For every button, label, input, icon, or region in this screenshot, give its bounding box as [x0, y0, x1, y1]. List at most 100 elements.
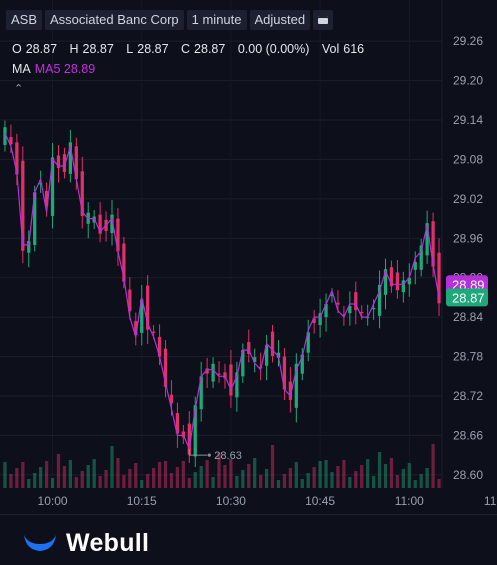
- candle-body: [80, 171, 84, 216]
- time-tick-label: 11:15: [484, 494, 497, 508]
- candle-body: [437, 252, 441, 304]
- price-grid: [0, 0, 443, 488]
- candle-body: [163, 348, 168, 387]
- volume-bar: [86, 465, 90, 488]
- candle-body: [68, 142, 73, 174]
- candle-body: [39, 183, 43, 185]
- candle-body: [431, 221, 435, 267]
- candle-body: [181, 431, 185, 438]
- candle-body: [294, 363, 298, 408]
- volume-bar: [348, 477, 352, 488]
- open-label: O: [12, 42, 22, 56]
- low-annotation-dot: [207, 453, 211, 457]
- symbol-chip[interactable]: ASB: [6, 10, 43, 30]
- price-tick-label: 28.78: [453, 350, 483, 364]
- volume-bar: [134, 463, 138, 488]
- time-tick-label: 10:30: [216, 494, 246, 508]
- candle-body: [389, 267, 394, 287]
- candle-body: [360, 311, 364, 314]
- volume-bar: [288, 468, 293, 488]
- volume-bar: [306, 473, 310, 488]
- price-tick-label: 28.72: [453, 389, 483, 403]
- open-value: 28.87: [25, 42, 58, 56]
- volume-bar: [151, 468, 156, 488]
- chevron-up-icon[interactable]: ⌃: [14, 83, 24, 95]
- candle-body: [288, 381, 293, 400]
- volume-bar: [324, 460, 328, 488]
- volume-bar: [259, 475, 263, 488]
- low-annotation-leader: [188, 449, 208, 456]
- chart-header: ASB Associated Banc Corp 1 minute Adjust…: [6, 10, 334, 30]
- volume-bar: [122, 475, 126, 488]
- close-value: 28.87: [194, 42, 226, 56]
- candle-body: [15, 142, 19, 175]
- candle-body: [50, 157, 55, 216]
- candle-body: [175, 413, 180, 434]
- volume-bar: [377, 452, 382, 488]
- list-icon[interactable]: [313, 10, 334, 30]
- volume-label: Vol: [321, 42, 340, 56]
- footer: Webull: [0, 514, 497, 565]
- volume-bar: [199, 466, 203, 488]
- volume-bar: [336, 466, 340, 488]
- volume-bar: [169, 473, 174, 488]
- volume-bar: [431, 444, 435, 488]
- volume-bar: [39, 467, 43, 488]
- adjustment-chip[interactable]: Adjusted: [249, 10, 311, 30]
- volume-bar: [312, 467, 316, 488]
- volume-bar: [98, 476, 102, 488]
- volume-bar: [157, 462, 162, 488]
- candle-body: [116, 218, 120, 252]
- volume-bar: [294, 462, 298, 488]
- candle-body: [187, 423, 191, 455]
- candle-body: [151, 331, 156, 333]
- volume-bar: [253, 458, 257, 488]
- candle-body: [425, 223, 429, 256]
- volume-bar: [407, 463, 411, 488]
- time-tick-label: 11:00: [395, 494, 424, 508]
- volume-bar: [235, 476, 239, 488]
- price-chart[interactable]: 29.2629.2029.1429.0829.0228.9628.9028.84…: [0, 0, 497, 514]
- volume-bar: [21, 462, 25, 488]
- volume-bar: [330, 472, 334, 488]
- volume-bar: [193, 472, 197, 488]
- volume-bar: [371, 476, 376, 488]
- price-tick-label: 29.26: [453, 34, 483, 48]
- volume-bar: [68, 460, 73, 488]
- low-value: 28.87: [137, 42, 169, 56]
- volume-bar: [366, 459, 370, 488]
- candle-body: [122, 243, 126, 282]
- price-tick-label: 28.84: [453, 310, 483, 324]
- interval-chip[interactable]: 1 minute: [186, 10, 247, 30]
- candle-body: [62, 154, 67, 172]
- volume-bar: [264, 469, 269, 488]
- price-tick-label: 28.60: [453, 468, 483, 482]
- low-label: L: [126, 42, 134, 56]
- candle-body: [282, 356, 287, 390]
- company-chip[interactable]: Associated Banc Corp: [45, 10, 184, 30]
- volume-bar: [110, 446, 114, 488]
- webull-bull-icon: [24, 534, 56, 551]
- ma-readout[interactable]: MA MA5 28.89: [12, 62, 95, 76]
- candle-body: [217, 373, 221, 375]
- candle-body: [128, 289, 132, 312]
- brand-logo: Webull: [22, 529, 149, 558]
- volume-bar: [223, 465, 227, 488]
- volume-bar: [247, 464, 251, 488]
- candle-body: [264, 345, 269, 366]
- candle-body: [377, 284, 382, 316]
- candle-body: [134, 321, 138, 335]
- volume-bar: [3, 462, 7, 488]
- candle-body: [211, 363, 215, 382]
- volume-bar: [56, 454, 61, 488]
- candle-body: [330, 294, 334, 297]
- candle-body: [395, 272, 400, 291]
- candle-body: [413, 261, 417, 270]
- candle-body: [27, 240, 31, 253]
- ma5-value: MA5 28.89: [34, 62, 96, 76]
- candle-body: [110, 214, 114, 234]
- volume-value: 616: [343, 42, 365, 56]
- last-price-tag-bg: [446, 288, 488, 307]
- volume-bar: [211, 477, 215, 488]
- volume-bars: [3, 444, 441, 488]
